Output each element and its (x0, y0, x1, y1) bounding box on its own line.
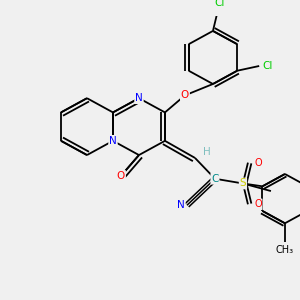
Text: S: S (240, 178, 246, 188)
Text: O: O (254, 199, 262, 209)
Text: N: N (177, 200, 185, 210)
Text: O: O (181, 90, 189, 100)
Text: O: O (117, 171, 125, 181)
Text: C: C (211, 174, 219, 184)
Text: CH₃: CH₃ (276, 245, 294, 255)
Text: Cl: Cl (215, 0, 225, 8)
Text: H: H (203, 147, 211, 157)
Text: O: O (254, 158, 262, 168)
Text: N: N (135, 93, 143, 103)
Text: N: N (109, 136, 117, 146)
Text: Cl: Cl (262, 61, 272, 71)
